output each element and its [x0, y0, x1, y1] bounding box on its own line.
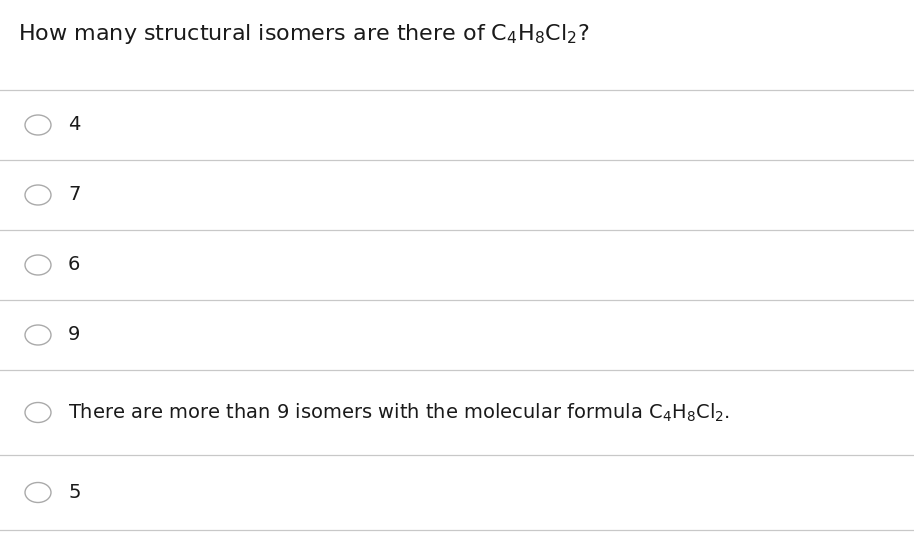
- Text: 4: 4: [68, 116, 80, 135]
- Text: 5: 5: [68, 483, 80, 502]
- Text: 7: 7: [68, 186, 80, 205]
- Text: There are more than 9 isomers with the molecular formula $\mathregular{C_4H_8Cl_: There are more than 9 isomers with the m…: [68, 401, 730, 424]
- Text: 6: 6: [68, 256, 80, 275]
- Text: How many structural isomers are there of $\mathregular{C_4H_8Cl_2}$?: How many structural isomers are there of…: [18, 22, 590, 46]
- Text: 9: 9: [68, 325, 80, 345]
